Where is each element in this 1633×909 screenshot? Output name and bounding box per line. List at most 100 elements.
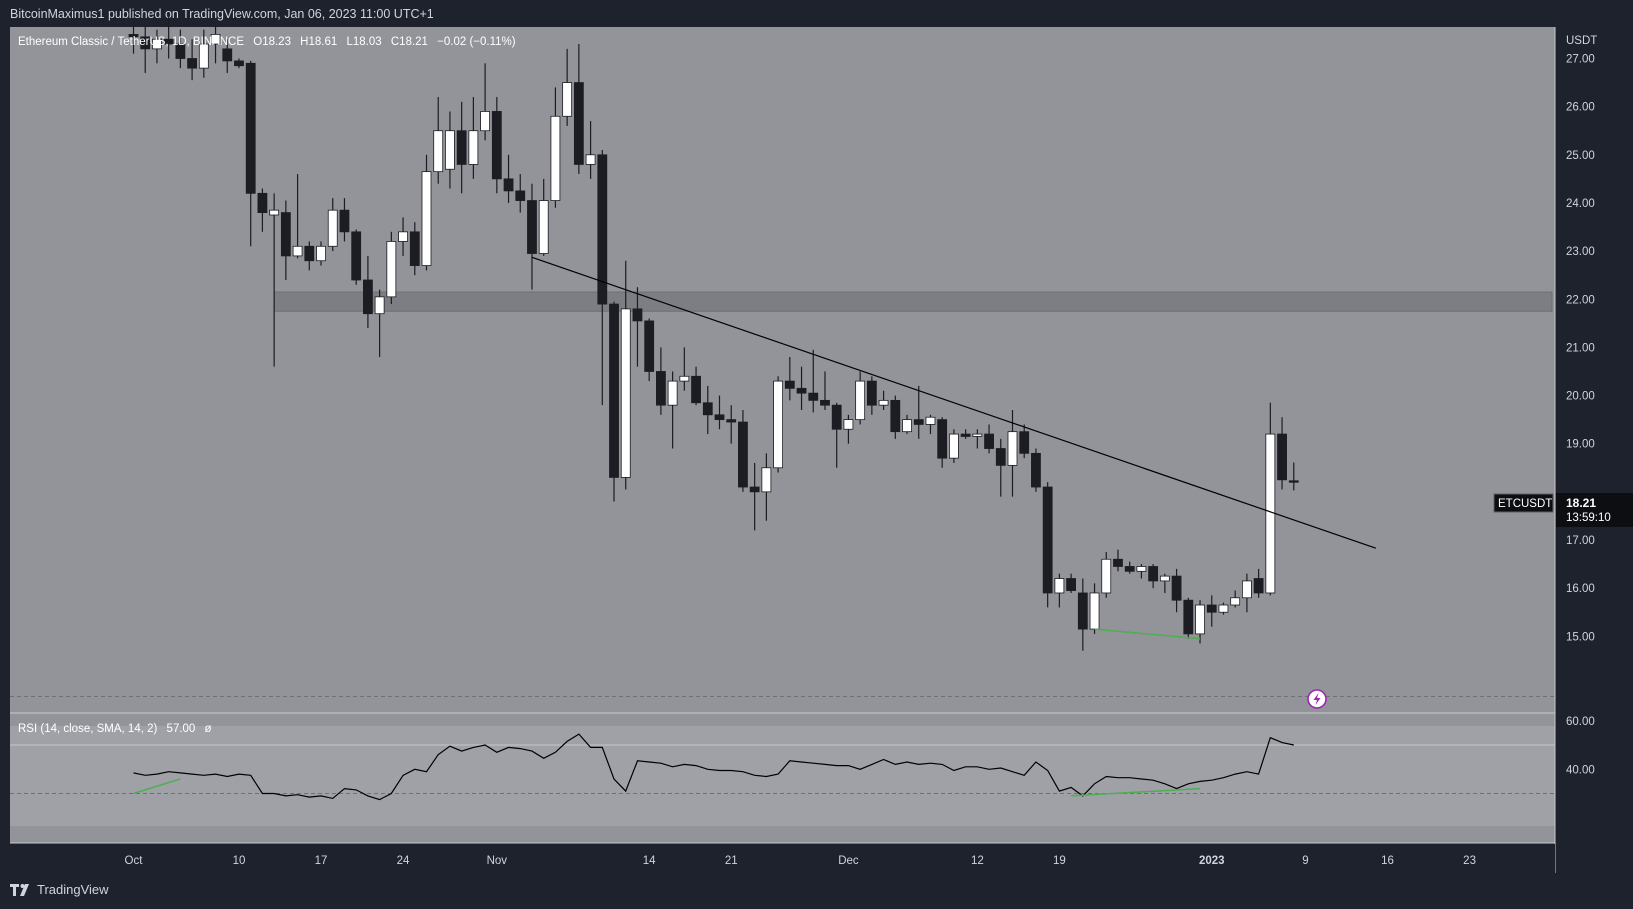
candle-body bbox=[175, 43, 186, 59]
legend-line: Ethereum Classic / TetherUS, 1D, BINANCE… bbox=[18, 36, 516, 48]
candle-body bbox=[1206, 604, 1217, 613]
candle-body bbox=[1031, 452, 1041, 488]
candle-body bbox=[562, 82, 573, 117]
candle-body bbox=[1136, 566, 1147, 572]
candle-body bbox=[995, 448, 1006, 466]
candle-body bbox=[245, 62, 256, 194]
price-axis-label: 24.00 bbox=[1566, 198, 1595, 210]
candle-body bbox=[937, 419, 948, 459]
candles-layer bbox=[128, 15, 1299, 651]
candle-body bbox=[1253, 578, 1264, 594]
price-axis-label: 15.00 bbox=[1566, 631, 1595, 643]
candle-body bbox=[316, 245, 326, 262]
price-axis-label: 19.00 bbox=[1566, 439, 1595, 451]
candle-body bbox=[726, 419, 737, 423]
price-axis-currency: USDT bbox=[1566, 35, 1597, 47]
rsi-axis-labels: 60.00 40.00 bbox=[1566, 716, 1595, 777]
candle-body bbox=[1089, 592, 1100, 630]
price-axis-label: 22.00 bbox=[1566, 294, 1595, 306]
price-axis-bg[interactable] bbox=[1556, 27, 1633, 873]
candle-body bbox=[257, 192, 268, 213]
legend-low: 18.03 bbox=[353, 36, 382, 48]
candle-body bbox=[691, 375, 701, 404]
candle-body bbox=[374, 296, 385, 315]
last-price-tag[interactable]: ETCUSDT 18.21 13:59:10 bbox=[1493, 493, 1633, 527]
candle-body bbox=[878, 399, 889, 406]
rsi-legend: RSI (14, close, SMA, 14, 2) 57.00 ø bbox=[18, 723, 212, 735]
candle-body bbox=[667, 380, 678, 406]
symbol-tag-box bbox=[1493, 493, 1554, 513]
symbol-tag: ETCUSDT bbox=[1498, 498, 1552, 510]
time-axis-label: 12 bbox=[971, 855, 984, 867]
main-pane[interactable] bbox=[10, 27, 1555, 713]
candle-body bbox=[480, 111, 491, 132]
candle-body bbox=[1183, 599, 1194, 635]
legend-symbol: Ethereum Classic / TetherUS, 1D, BINANCE bbox=[18, 36, 244, 48]
candle-body bbox=[210, 34, 221, 45]
rsi-line bbox=[133, 733, 1294, 801]
price-axis-label: 21.00 bbox=[1566, 342, 1595, 354]
candle-body bbox=[984, 433, 994, 449]
candle-body bbox=[1288, 480, 1299, 483]
candle-body bbox=[1195, 604, 1205, 635]
time-axis-label: 10 bbox=[233, 855, 246, 867]
candle-body bbox=[527, 200, 537, 254]
candle-body bbox=[925, 416, 936, 425]
candle-body bbox=[362, 279, 373, 315]
candle-body bbox=[1077, 592, 1088, 630]
time-axis-label: 9 bbox=[1302, 855, 1308, 867]
candle-body bbox=[550, 115, 561, 201]
candle-body bbox=[140, 36, 151, 50]
candle-body bbox=[808, 392, 819, 401]
legend-close-label: C bbox=[391, 36, 399, 48]
publisher-line: BitcoinMaximus1 published on TradingView… bbox=[10, 7, 434, 21]
candle-body bbox=[456, 130, 467, 165]
tradingview-logo[interactable]: TradingView bbox=[10, 882, 109, 897]
footer: TradingView bbox=[0, 875, 1633, 909]
price-axis-label: 27.00 bbox=[1566, 54, 1595, 66]
candle-body bbox=[445, 130, 455, 170]
price-tag: 18.21 bbox=[1566, 496, 1596, 510]
time-axis-label: Dec bbox=[838, 855, 859, 867]
time-axis-label: 23 bbox=[1463, 855, 1476, 867]
candle-body bbox=[269, 209, 280, 216]
candle-body bbox=[855, 380, 866, 421]
candle-body bbox=[714, 414, 725, 421]
candle-body bbox=[421, 171, 432, 266]
candle-body bbox=[409, 231, 420, 266]
legend-open: 18.23 bbox=[262, 36, 291, 48]
candle-body bbox=[609, 303, 619, 478]
candle-body bbox=[468, 130, 479, 165]
candle-body bbox=[538, 200, 549, 254]
legend-high-label: H bbox=[300, 36, 308, 48]
candle-body bbox=[773, 380, 783, 469]
candle-body bbox=[972, 433, 983, 437]
candle-body bbox=[1101, 558, 1112, 594]
legend-close: 18.21 bbox=[399, 36, 428, 48]
candle-body bbox=[761, 467, 772, 493]
candle-body bbox=[503, 178, 514, 192]
price-axis-label: 16.00 bbox=[1566, 583, 1595, 595]
candle-body bbox=[1007, 431, 1018, 466]
flash-icon[interactable] bbox=[1307, 689, 1327, 709]
time-axis-bg[interactable] bbox=[10, 844, 1555, 873]
candle-body bbox=[620, 308, 631, 478]
candle-body bbox=[398, 231, 408, 242]
rsi-layer bbox=[10, 696, 1555, 801]
candle-body bbox=[585, 154, 596, 165]
candle-body bbox=[1113, 558, 1123, 567]
candle-body bbox=[128, 34, 139, 38]
price-axis-label: 26.00 bbox=[1566, 102, 1595, 114]
time-axis-label: 17 bbox=[315, 855, 328, 867]
candle-body bbox=[515, 190, 526, 201]
price-axis-label: 25.00 bbox=[1566, 150, 1595, 162]
candle-body bbox=[433, 130, 444, 173]
candle-body bbox=[491, 111, 502, 180]
candle-body bbox=[784, 380, 795, 389]
candle-body bbox=[187, 58, 198, 69]
candle-body bbox=[644, 320, 655, 372]
candle-body bbox=[1171, 575, 1182, 601]
candle-body bbox=[573, 82, 584, 165]
candle-body bbox=[339, 209, 350, 233]
